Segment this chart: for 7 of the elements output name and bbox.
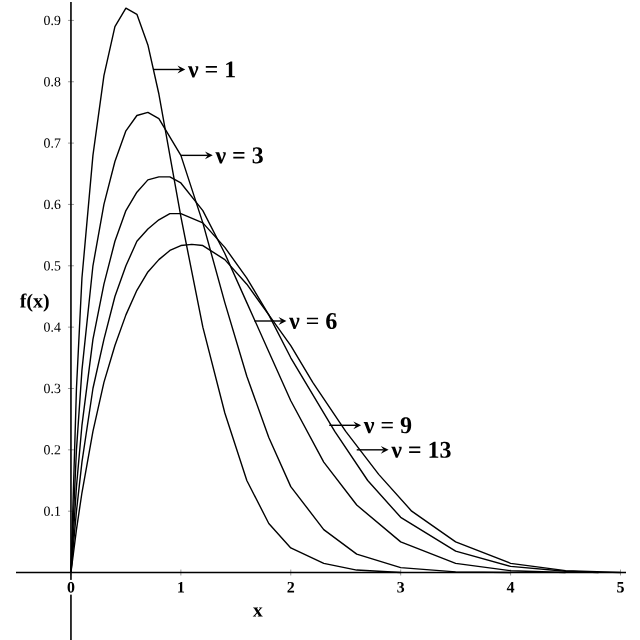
annotation: ν = 6 — [289, 312, 337, 330]
y-axis-title: f(x) — [19, 293, 49, 312]
annotation: ν = 13 — [391, 441, 451, 458]
annotation: ν = 9 — [363, 417, 412, 434]
x-axis-title: x — [252, 607, 263, 617]
annotation: ν = 1 — [187, 61, 235, 78]
annotation: ν = 3 — [215, 147, 263, 164]
